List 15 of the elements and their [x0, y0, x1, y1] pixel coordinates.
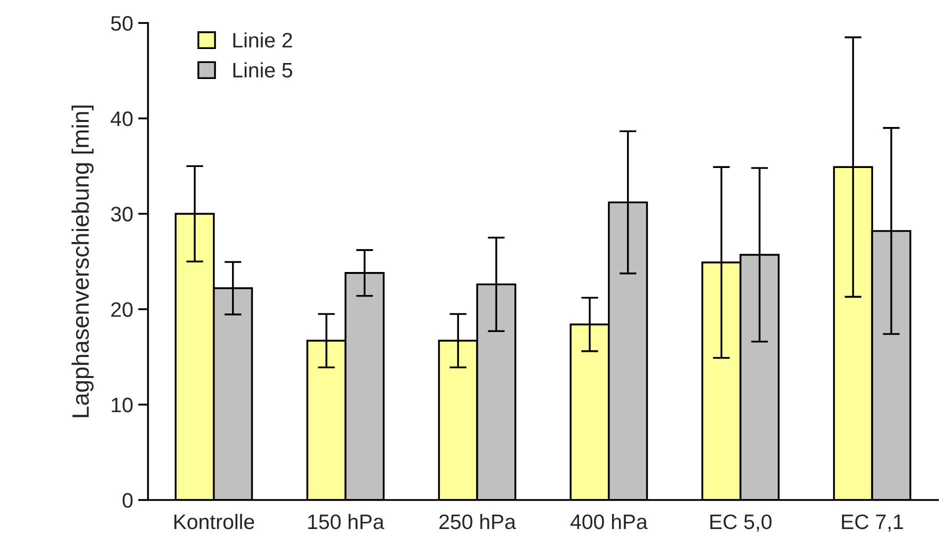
y-tick-label: 20: [111, 302, 133, 317]
x-tick-label: 150 hPa: [308, 514, 384, 530]
y-tick-label: 0: [122, 493, 133, 508]
x-tick-label: Kontrolle: [174, 514, 254, 530]
x-tick-label: 250 hPa: [439, 514, 516, 530]
x-tick-label: EC 5,0: [710, 514, 772, 532]
legend-label: Linie 5: [233, 62, 292, 78]
x-tick-label: 400 hPa: [570, 514, 648, 530]
x-tick-label: EC 7,1: [842, 514, 903, 532]
y-tick-label: 30: [111, 206, 133, 222]
y-axis-title: Lagphasenverschiebung [min]: [72, 106, 94, 418]
y-tick-label: 50: [111, 16, 133, 31]
y-tick-label: 10: [112, 398, 133, 412]
legend-label: Linie 2: [233, 32, 292, 48]
y-tick-label: 40: [110, 111, 133, 126]
